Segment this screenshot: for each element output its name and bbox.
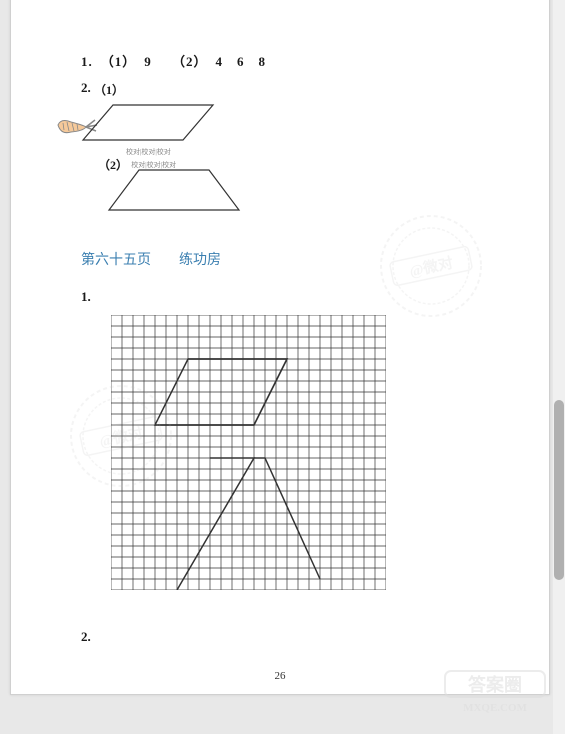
bottom-watermark: 答案圈 MXQE.COM xyxy=(440,669,550,719)
scrollbar-thumb[interactable] xyxy=(554,400,564,580)
q1-label: 1. xyxy=(81,54,93,69)
logo-icon: 答案圈 MXQE.COM xyxy=(440,669,550,714)
logo-text-1: 答案圈 xyxy=(468,674,522,695)
answer-q1: 1. （1） 9 （2） 4 6 8 xyxy=(81,51,479,70)
q1-part2-paren: （2） xyxy=(172,54,208,69)
scrollbar-track[interactable] xyxy=(553,0,565,734)
q2-parallelogram-svg xyxy=(53,100,263,150)
section-q1-label: 1. xyxy=(81,289,479,305)
section-title: 第六十五页 练功房 xyxy=(81,249,479,269)
parallelogram-shape xyxy=(83,105,213,140)
logo-text-2: MXQE.COM xyxy=(463,702,527,714)
q1-part2-val: 4 6 8 xyxy=(216,54,267,69)
trapezoid-shape xyxy=(109,170,239,210)
q1-part1-val: 9 xyxy=(144,54,152,69)
q2-sub1-label: （1） xyxy=(94,81,124,98)
q1-part1-paren: （1） xyxy=(101,54,137,69)
grid-drawing xyxy=(111,315,386,590)
section-q2-label: 2. xyxy=(81,629,479,645)
grid-container xyxy=(111,315,479,594)
q2-trapezoid-svg xyxy=(99,165,259,215)
page-content: 1.（1）9 （2）4 6 8 2. （1） 校对|校对|校对 （2） 校对|校… xyxy=(11,0,549,665)
document-page: 1.（1）9 （2）4 6 8 2. （1） 校对|校对|校对 （2） 校对|校… xyxy=(10,0,550,695)
q2-label: 2. xyxy=(81,80,91,96)
q2-shapes: 校对|校对|校对 （2） 校对|校对|校对 xyxy=(81,100,479,220)
answer-q2: 2. （1） 校对|校对|校对 （2） 校对|校对|校对 xyxy=(81,80,479,219)
